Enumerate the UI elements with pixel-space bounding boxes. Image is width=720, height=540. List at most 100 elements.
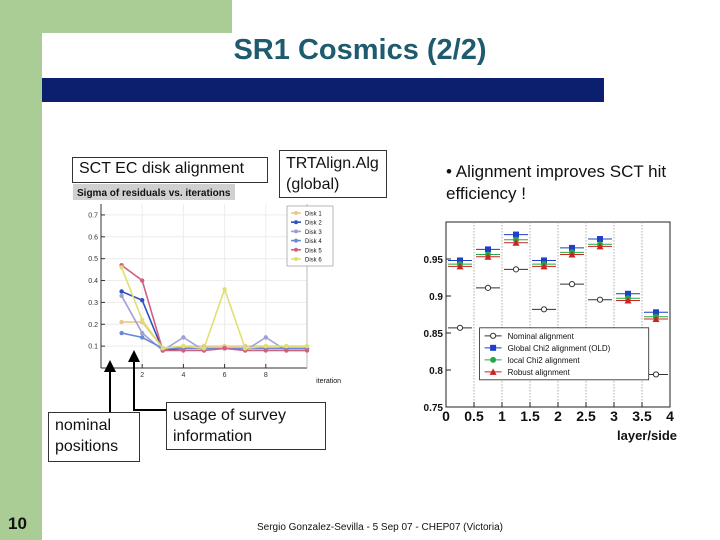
efficiency-point (597, 236, 603, 243)
efficiency-point (568, 251, 576, 258)
nominal-label: nominal positions (48, 412, 140, 462)
survey-arrow-line (133, 358, 166, 411)
residuals-point (263, 348, 268, 353)
nominal-arrow-head (104, 360, 116, 372)
green-band-left (0, 0, 42, 540)
efficiency-xtick-label: 2 (554, 408, 562, 424)
survey-label: usage of survey information (166, 402, 326, 450)
residuals-point (140, 330, 145, 336)
efficiency-chart: 0.75 0.8 0.85 0.9 0.95 0 0.5 1 1.5 2 2.5 3 3.5 4 Nomi… (424, 221, 677, 443)
residuals-series-line (121, 332, 307, 350)
residuals-point (263, 343, 268, 349)
efficiency-ytick-label: 0.9 (429, 292, 443, 303)
residuals-point (243, 346, 248, 351)
efficiency-xtick-label: 2.5 (576, 408, 596, 424)
residuals-legend-label: Disk 4 (305, 239, 322, 245)
residuals-legend-marker (294, 229, 298, 234)
residuals-legend-marker (294, 238, 298, 243)
efficiency-point (653, 309, 659, 316)
efficiency-point (456, 324, 464, 331)
residuals-point (304, 343, 310, 349)
residuals-point (181, 348, 186, 353)
efficiency-point (652, 371, 660, 378)
residuals-chart-title: Sigma of residuals vs. iterations (77, 188, 231, 199)
residuals-point (119, 289, 124, 294)
slide-title: SR1 Cosmics (2/2) (233, 34, 487, 66)
residuals-legend-marker (294, 247, 298, 252)
residuals-xtick-label: 6 (223, 372, 227, 379)
efficiency-ytick-label: 0.8 (429, 366, 443, 377)
efficiency-point (485, 246, 491, 253)
efficiency-legend-label: Global Chi2 alignment (OLD) (508, 344, 611, 353)
efficiency-point (625, 290, 631, 297)
efficiency-point (540, 262, 548, 270)
residuals-ytick-label: 0.4 (88, 278, 98, 285)
footer-text: Sergio Gonzalez-Sevilla - 5 Sep 07 - CHE… (256, 522, 504, 533)
residuals-ytick-label: 0.6 (88, 234, 98, 241)
residuals-xtick-label: 8 (264, 372, 268, 379)
efficiency-ytick-label: 0.95 (424, 255, 444, 266)
efficiency-point (490, 344, 497, 351)
efficiency-xtick-label: 0 (442, 408, 450, 424)
efficiency-point (513, 231, 519, 238)
efficiency-legend-label: local Chi2 alignment (508, 356, 581, 365)
navy-bar (42, 78, 604, 102)
efficiency-point (512, 239, 520, 246)
residuals-legend-label: Disk 6 (305, 258, 322, 264)
residuals-xlabel: iteration (316, 378, 341, 385)
efficiency-legend-label: Nominal alignment (508, 332, 575, 341)
efficiency-xtick-label: 0.5 (464, 408, 484, 424)
efficiency-point (568, 281, 576, 288)
residuals-point (263, 335, 268, 340)
residuals-point (304, 348, 310, 353)
efficiency-point (569, 244, 575, 251)
efficiency-point (484, 284, 492, 291)
residuals-legend-label: Disk 2 (305, 221, 322, 227)
survey-arrow-head (128, 350, 140, 362)
trt-label: TRTAlign.Alg (global) (279, 150, 387, 198)
residuals-point (222, 287, 227, 292)
efficiency-point (490, 356, 497, 363)
residuals-point (140, 317, 145, 323)
efficiency-xtick-label: 4 (666, 408, 674, 424)
residuals-ytick-label: 0.2 (88, 322, 98, 329)
efficiency-point (512, 266, 520, 273)
residuals-point (181, 335, 186, 340)
residuals-legend-marker (294, 257, 298, 261)
residuals-legend-box (286, 205, 334, 267)
residuals-chart: Sigma of residuals vs. iterations 0.1 0.2… (73, 182, 345, 388)
residuals-point (222, 346, 227, 351)
residuals-series-line (120, 267, 307, 350)
efficiency-xtick-label: 1 (498, 408, 506, 424)
residuals-point (140, 278, 145, 283)
residuals-point (160, 346, 165, 351)
residuals-legend-marker (294, 220, 298, 225)
efficiency-point (484, 253, 492, 260)
page-number: 10 (8, 514, 27, 533)
efficiency-xtick-label: 1.5 (520, 408, 540, 424)
residuals-point (119, 330, 124, 336)
efficiency-point (540, 306, 548, 313)
efficiency-xlabel: layer/side (617, 428, 677, 443)
sct-ec-label: SCT EC disk alignment (72, 157, 268, 183)
efficiency-ytick-label: 0.75 (424, 403, 444, 414)
efficiency-point (457, 257, 463, 264)
residuals-legend-label: Disk 3 (305, 230, 322, 236)
efficiency-point (541, 257, 547, 264)
efficiency-point (456, 262, 464, 270)
efficiency-xtick-label: 3 (610, 408, 618, 424)
residuals-point (140, 335, 145, 340)
residuals-ytick-label: 0.1 (88, 344, 98, 351)
residuals-ytick-label: 0.5 (88, 256, 98, 263)
residuals-point (119, 265, 124, 270)
efficiency-point (490, 332, 497, 339)
efficiency-ytick-label: 0.85 (424, 329, 444, 340)
residuals-legend-label: Disk 5 (305, 248, 322, 254)
residuals-legend-label: Disk 1 (305, 212, 322, 218)
residuals-xtick-label: 2 (140, 372, 144, 379)
residuals-xtick-label: 4 (181, 372, 185, 379)
bullet-text: • Alignment improves SCT hit efficiency … (446, 162, 667, 203)
efficiency-point (624, 296, 632, 304)
residuals-point (201, 346, 207, 351)
